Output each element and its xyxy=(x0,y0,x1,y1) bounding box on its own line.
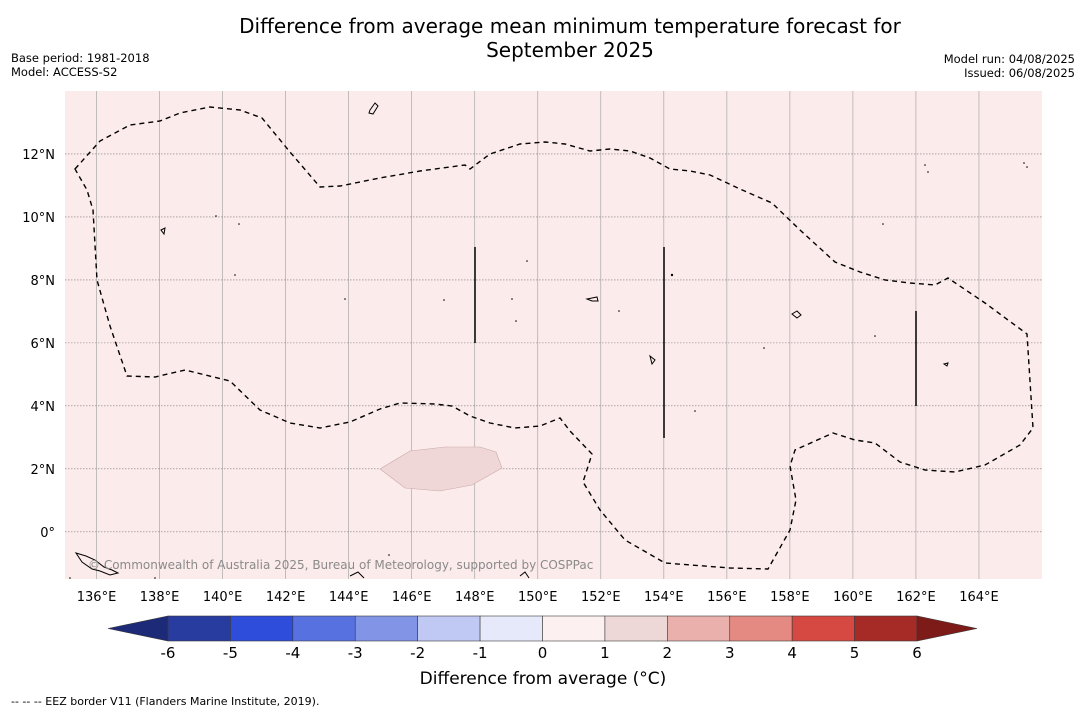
colorbar-tick-label: 0 xyxy=(538,644,548,662)
island-guam xyxy=(368,102,379,115)
lon-tick-label: 154°E xyxy=(644,590,684,605)
island-outlines xyxy=(74,102,949,579)
lon-tick-label: 138°E xyxy=(140,590,180,605)
colorbar-tick-label: -5 xyxy=(223,644,238,662)
colorbar-segment xyxy=(292,615,356,642)
map-title: Difference from average mean minimum tem… xyxy=(170,14,970,62)
island-nukuoro xyxy=(649,354,656,366)
colorbar-tick-label: 2 xyxy=(663,644,673,662)
island-new-guinea-coast xyxy=(74,552,120,576)
colorbar-segments xyxy=(167,615,918,642)
island-north-coast xyxy=(349,571,530,579)
colorbar-label: Difference from average (°C) xyxy=(419,669,667,689)
colorbar-tick-label: -1 xyxy=(473,644,488,662)
lat-tick-label: 0° xyxy=(40,526,55,541)
base-period: Base period: 1981-2018 xyxy=(11,51,150,65)
longitude-tick-labels: 136°E 138°E 140°E 142°E 144°E 146°E 148°E 150°E… xyxy=(77,590,999,605)
map-plot-area xyxy=(65,91,1042,579)
eez-legend-note: -- -- -- EEZ border V11 (Flanders Marine… xyxy=(11,695,320,708)
lon-tick-label: 136°E xyxy=(77,590,117,605)
island-chuuk xyxy=(585,296,599,302)
title-line-1: Difference from average mean minimum tem… xyxy=(239,14,901,38)
lon-tick-label: 140°E xyxy=(203,590,243,605)
lon-tick-label: 150°E xyxy=(518,590,558,605)
colorbar-segment xyxy=(791,615,855,642)
colorbar-tick-label: 5 xyxy=(850,644,860,662)
latitude-tick-labels: 0° 2°N 4°N 6°N 8°N 10°N 12°N xyxy=(22,148,55,541)
longitude-gridlines xyxy=(96,91,980,579)
lat-tick-label: 10°N xyxy=(22,211,55,226)
colorbar-tick-label: 6 xyxy=(912,644,922,662)
lat-tick-label: 8°N xyxy=(31,274,56,289)
model-name: Model: ACCESS-S2 xyxy=(11,65,118,79)
eez-border xyxy=(74,106,1034,570)
model-run: Model run: 04/08/2025 xyxy=(943,52,1075,66)
colorbar-segment xyxy=(854,615,918,642)
colorbar-segment xyxy=(667,615,731,642)
warm-anomaly-patch xyxy=(379,446,503,492)
island-yap xyxy=(160,227,166,236)
island-kosrae xyxy=(942,362,949,367)
lon-tick-label: 160°E xyxy=(833,590,873,605)
colorbar-tick-label: 4 xyxy=(787,644,797,662)
colorbar-segment xyxy=(354,615,418,642)
colorbar-under-arrow xyxy=(107,615,169,642)
latitude-gridlines xyxy=(65,153,1042,533)
lat-tick-label: 6°N xyxy=(31,337,56,352)
lon-tick-label: 144°E xyxy=(329,590,369,605)
lon-tick-label: 146°E xyxy=(392,590,432,605)
copyright-notice: © Commonwealth of Australia 2025, Bureau… xyxy=(88,558,594,572)
colorbar-tick-label: 1 xyxy=(600,644,610,662)
tiny-islands xyxy=(69,162,1028,579)
colorbar-tick-label: -2 xyxy=(410,644,425,662)
issued-date: Issued: 06/08/2025 xyxy=(964,66,1075,80)
colorbar-segment xyxy=(604,615,668,642)
meta-right: Model run: 04/08/2025 Issued: 06/08/2025 xyxy=(944,52,1075,80)
colorbar-tick-labels: -6 -5 -4 -3 -2 -1 0 1 2 3 4 5 6 xyxy=(161,644,922,662)
colorbar-segment xyxy=(167,615,231,642)
colorbar-tick-label: -4 xyxy=(285,644,300,662)
lon-tick-label: 152°E xyxy=(581,590,621,605)
lon-tick-label: 142°E xyxy=(266,590,306,605)
colorbar-segment xyxy=(729,615,793,642)
colorbar-segment xyxy=(417,615,481,642)
colorbar-segment xyxy=(479,615,543,642)
lat-tick-label: 12°N xyxy=(22,148,55,163)
colorbar-over-arrow xyxy=(916,615,978,642)
meta-left: Base period: 1981-2018 Model: ACCESS-S2 xyxy=(11,51,150,79)
lon-tick-label: 158°E xyxy=(770,590,810,605)
lon-tick-label: 148°E xyxy=(455,590,495,605)
lat-tick-label: 2°N xyxy=(31,463,56,478)
lon-tick-label: 162°E xyxy=(896,590,936,605)
map-background xyxy=(65,91,1042,579)
lon-tick-label: 156°E xyxy=(707,590,747,605)
colorbar-segment xyxy=(230,615,294,642)
lat-tick-label: 4°N xyxy=(31,400,56,415)
island-pohnpei xyxy=(791,310,802,319)
title-line-2: September 2025 xyxy=(486,38,654,62)
colorbar-tick-label: -3 xyxy=(348,644,363,662)
colorbar-segment xyxy=(542,615,606,642)
colorbar-tick-label: 3 xyxy=(725,644,735,662)
colorbar-tick-label: -6 xyxy=(161,644,176,662)
lon-tick-label: 164°E xyxy=(959,590,999,605)
